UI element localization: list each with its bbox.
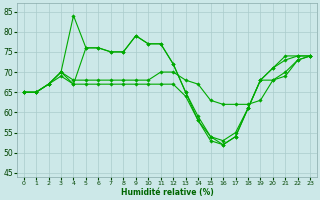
X-axis label: Humidité relative (%): Humidité relative (%) [121,188,213,197]
